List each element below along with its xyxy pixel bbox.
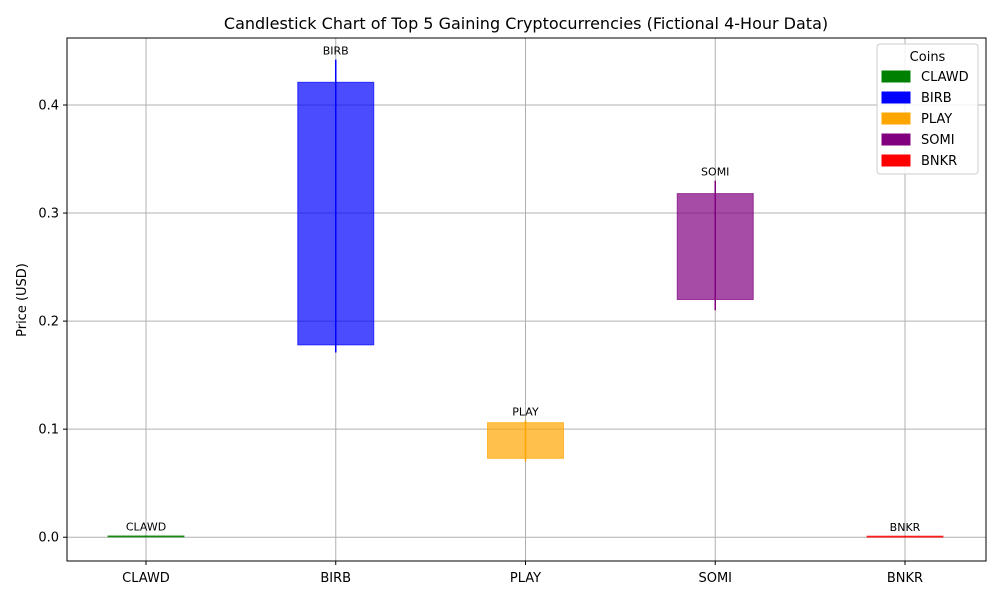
legend-entry-bnkr: BNKR — [921, 154, 957, 169]
y-tick-label: 0.1 — [38, 423, 59, 438]
legend-entry-clawd: CLAWD — [921, 70, 969, 85]
y-tick-label: 0.3 — [38, 207, 59, 222]
candle-layer — [107, 59, 944, 538]
y-tick-label: 0.2 — [38, 315, 59, 330]
legend-swatch-birb — [881, 91, 911, 104]
legend-title: Coins — [910, 50, 946, 65]
data-label-layer: CLAWD BIRB PLAY SOMI BNKR — [126, 45, 921, 534]
data-label-birb: BIRB — [323, 45, 349, 58]
grid-layer — [67, 38, 986, 561]
legend-swatch-somi — [881, 133, 911, 146]
x-tick-label: BIRB — [320, 571, 351, 586]
plot-frame — [66, 37, 987, 562]
data-label-bnkr: BNKR — [890, 521, 921, 534]
legend-swatch-play — [881, 112, 911, 125]
legend-entry-play: PLAY — [921, 112, 952, 127]
y-tick-label: 0.4 — [38, 98, 59, 113]
legend-swatch-clawd — [881, 70, 911, 83]
y-tick-label: 0.0 — [38, 531, 59, 546]
x-tick-label: SOMI — [698, 571, 732, 586]
y-axis-label: Price (USD) — [15, 263, 30, 337]
axis-layer: 0.0 0.1 0.2 0.3 0.4 CLAWD BIRB PLAY SOMI BNKR — [38, 37, 987, 586]
legend-entry-somi: SOMI — [921, 133, 955, 148]
data-label-play: PLAY — [512, 406, 539, 419]
data-label-somi: SOMI — [701, 166, 729, 179]
chart-title: Candlestick Chart of Top 5 Gaining Crypt… — [224, 14, 828, 33]
legend-swatch-bnkr — [881, 154, 911, 167]
legend-entry-birb: BIRB — [921, 91, 952, 106]
data-label-clawd: CLAWD — [126, 521, 166, 534]
x-tick-label: PLAY — [510, 571, 541, 586]
x-tick-label: BNKR — [887, 571, 923, 586]
x-tick-label: CLAWD — [122, 571, 170, 586]
legend: Coins CLAWD BIRB PLAY SOMI BNKR — [876, 43, 979, 175]
